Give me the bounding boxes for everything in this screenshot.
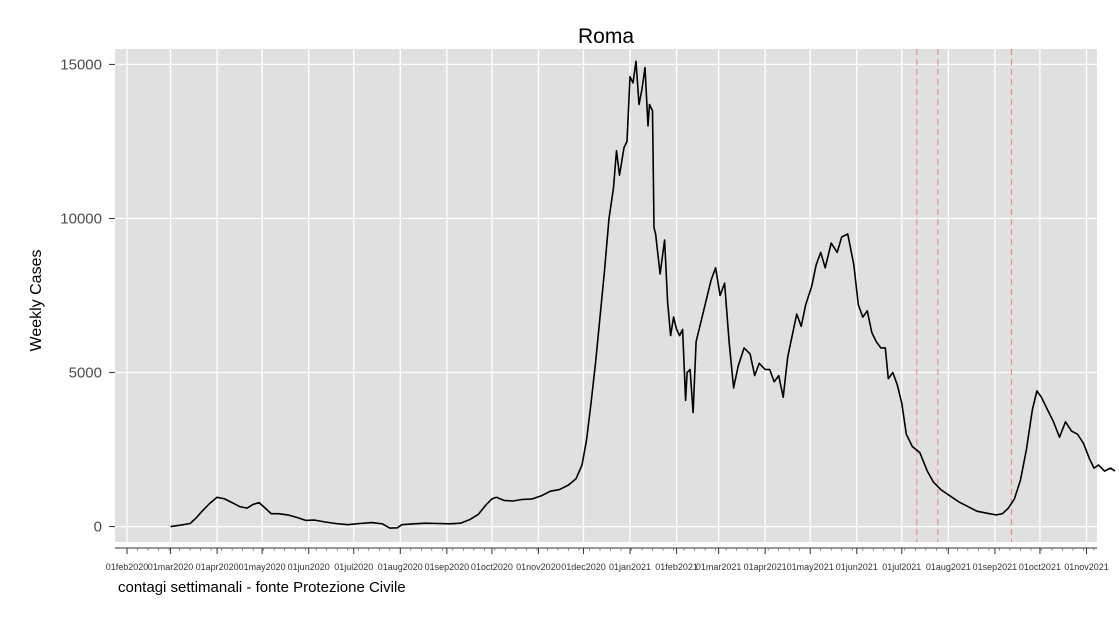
reference-lines — [916, 49, 1012, 542]
x-tick-label: 01dec2020 — [561, 562, 606, 572]
chart-caption: contagi settimanali - fonte Protezione C… — [118, 579, 406, 596]
x-tick-label: 01oct2021 — [1019, 562, 1061, 572]
series-line-weekly-cases — [170, 60, 1116, 529]
x-axis: 01feb2020 01mar2020 01apr2020 01may2020 01ju… — [106, 547, 1109, 572]
y-tick-label: 10000 — [60, 210, 102, 227]
x-tick-label: 01sep2020 — [425, 562, 470, 572]
x-tick-label: 01jun2021 — [836, 562, 878, 572]
x-tick-label: 01feb2021 — [655, 562, 698, 572]
x-tick-label: 01may2020 — [239, 562, 286, 572]
x-tick-label: 01nov2021 — [1064, 562, 1109, 572]
x-tick-label: 01nov2020 — [516, 562, 561, 572]
x-tick-label: 01jan2021 — [609, 562, 651, 572]
y-tick-label: 0 — [94, 519, 102, 536]
x-tick-label: 01mar2021 — [696, 562, 742, 572]
x-tick-label: 01jul2020 — [334, 562, 373, 572]
gridlines — [115, 49, 1097, 542]
y-axis: 0 5000 10000 15000 — [60, 56, 115, 536]
x-tick-label: 01mar2020 — [148, 562, 194, 572]
x-tick-label: 01aug2021 — [926, 562, 971, 572]
x-tick-label: 01jul2021 — [882, 562, 921, 572]
x-tick-label: 01may2021 — [787, 562, 834, 572]
x-tick-label: 01aug2020 — [378, 562, 423, 572]
chart-title: Roma — [578, 25, 634, 48]
x-tick-label: 01apr2020 — [196, 562, 239, 572]
y-tick-label: 15000 — [60, 56, 102, 73]
x-tick-label: 01feb2020 — [106, 562, 149, 572]
x-tick-label: 01sep2021 — [973, 562, 1018, 572]
y-axis-label: Weekly Cases — [28, 250, 45, 352]
plot-panel — [115, 49, 1097, 542]
x-tick-label: 01apr2021 — [744, 562, 787, 572]
y-tick-label: 5000 — [69, 365, 102, 382]
x-tick-label: 01jun2020 — [288, 562, 330, 572]
x-tick-label: 01oct2020 — [471, 562, 513, 572]
